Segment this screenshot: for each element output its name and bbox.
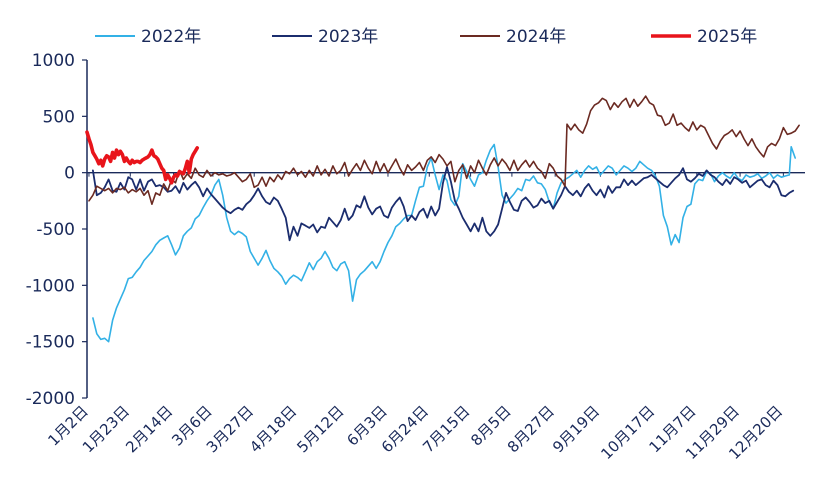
x-tick-label: 2月14日 bbox=[122, 402, 176, 456]
x-tick-label: 8月27日 bbox=[504, 402, 558, 456]
x-tick-label: 9月19日 bbox=[549, 402, 603, 456]
x-tick-label: 5月12日 bbox=[293, 402, 347, 456]
legend-label: 2024年 bbox=[506, 27, 566, 47]
y-axis: 1000 500 0 -500 -1000 -1500 -2000 bbox=[26, 51, 88, 409]
y-tick-label: -1500 bbox=[26, 333, 75, 353]
series-line-3 bbox=[88, 95, 800, 205]
y-tick-label: 0 bbox=[64, 164, 75, 184]
y-tick-label: -1000 bbox=[26, 276, 75, 296]
series-line-4 bbox=[85, 130, 199, 185]
legend: 2022年 2023年 2024年 2025年 bbox=[95, 27, 757, 47]
legend-label: 2025年 bbox=[697, 27, 757, 47]
legend-label: 2023年 bbox=[318, 27, 378, 47]
x-tick-label: 4月18日 bbox=[246, 402, 300, 456]
legend-label: 2022年 bbox=[141, 27, 201, 47]
plot-area bbox=[85, 95, 800, 343]
x-tick-label: 10月17日 bbox=[597, 402, 658, 463]
series-line-2 bbox=[92, 166, 795, 242]
y-tick-label: 500 bbox=[43, 107, 75, 127]
x-axis: 1月2日1月23日2月14日3月6日3月27日4月18日5月12日6月3日6月2… bbox=[44, 171, 805, 463]
y-tick-label: 1000 bbox=[32, 51, 75, 71]
y-tick-label: -2000 bbox=[26, 389, 75, 409]
y-tick-label: -500 bbox=[36, 220, 75, 240]
